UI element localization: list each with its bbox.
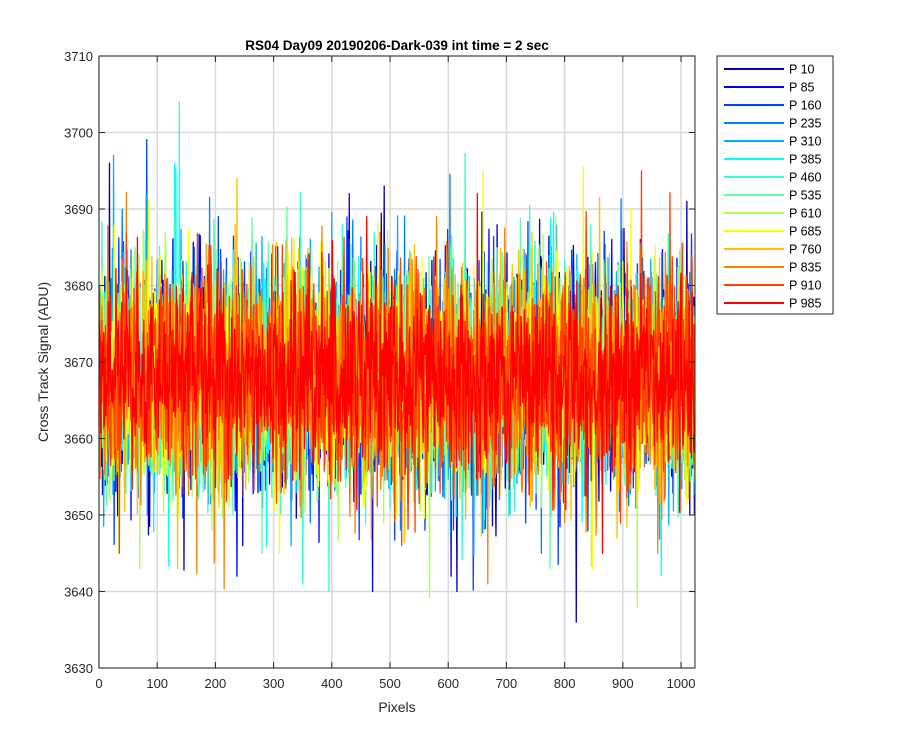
legend-entry-label: P 10 <box>789 63 815 77</box>
x-tick-label: 900 <box>612 676 634 691</box>
x-tick-label: 200 <box>205 676 227 691</box>
x-tick-label: 500 <box>379 676 401 691</box>
series-layer <box>98 101 696 623</box>
legend-entry-label: P 535 <box>789 189 821 203</box>
x-tick-label: 300 <box>263 676 285 691</box>
legend-entry-label: P 385 <box>789 153 821 167</box>
x-axis-label: Pixels <box>378 699 415 715</box>
x-tick-label: 100 <box>146 676 168 691</box>
y-tick-label: 3640 <box>64 585 93 600</box>
y-tick-label: 3710 <box>64 49 93 64</box>
x-tick-label: 800 <box>554 676 576 691</box>
y-axis: 3630 3640 3650 3660 3670 3680 3690 3700 3710 <box>64 49 695 676</box>
y-tick-label: 3680 <box>64 279 93 294</box>
legend-entry-label: P 835 <box>789 261 821 275</box>
legend-entry-label: P 985 <box>789 297 821 311</box>
y-axis-label: Cross Track Signal (ADU) <box>35 282 51 442</box>
chart-title: RS04 Day09 20190206-Dark-039 int time = … <box>245 38 549 53</box>
y-tick-label: 3690 <box>64 202 93 217</box>
legend-box <box>716 55 834 315</box>
legend-entry-label: P 910 <box>789 279 821 293</box>
y-tick-label: 3700 <box>64 126 93 141</box>
legend-entry-label: P 310 <box>789 135 821 149</box>
y-tick-label: 3670 <box>64 355 93 370</box>
x-tick-label: 600 <box>437 676 459 691</box>
legend-entry-label: P 160 <box>789 99 821 113</box>
series-line-p985 <box>98 193 696 554</box>
y-tick-label: 3630 <box>64 661 93 676</box>
y-tick-label: 3660 <box>64 432 93 447</box>
legend-entry-label: P 460 <box>789 171 821 185</box>
legend-entry-label: P 685 <box>789 225 821 239</box>
legend: P 10 P 85 P 160 P 235 P 310 P 385 P 460 P 535 P … <box>716 55 834 315</box>
x-axis: 0 100 200 300 400 500 600 700 800 900 1000 <box>95 56 695 691</box>
x-tick-label: 400 <box>321 676 343 691</box>
x-tick-label: 0 <box>95 676 102 691</box>
x-tick-label: 700 <box>496 676 518 691</box>
legend-entry-label: P 235 <box>789 117 821 131</box>
x-tick-label: 1000 <box>667 676 696 691</box>
legend-entry-label: P 85 <box>789 81 815 95</box>
legend-entry-label: P 610 <box>789 207 821 221</box>
legend-entry-label: P 760 <box>789 243 821 257</box>
y-tick-label: 3650 <box>64 508 93 523</box>
series-line-p910 <box>98 170 696 554</box>
